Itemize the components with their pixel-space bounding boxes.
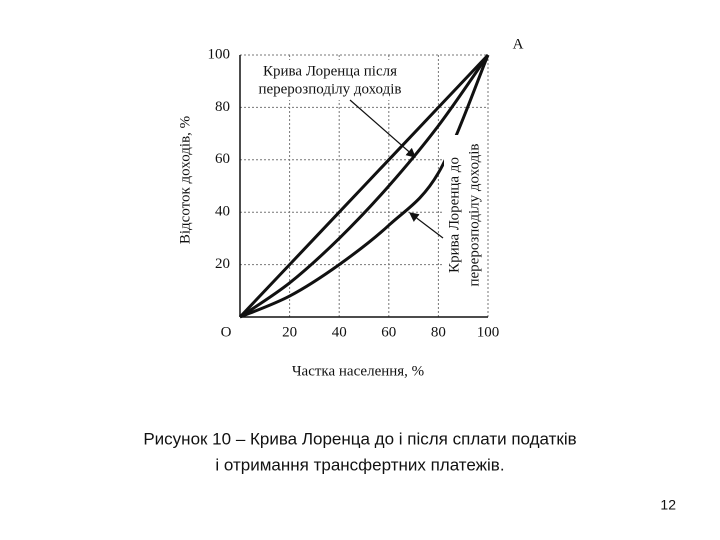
x-tick-label: 80 — [431, 324, 446, 340]
annotation-bg — [245, 60, 415, 100]
y-tick-label: 40 — [215, 204, 230, 220]
annotation: Крива Лоренца після — [263, 63, 397, 79]
annotation-bg — [444, 135, 486, 305]
x-axis-label: Частка населення, % — [292, 363, 424, 379]
x-tick-label: 40 — [332, 324, 347, 340]
x-tick-label: 100 — [477, 324, 500, 340]
y-tick-label: 20 — [215, 256, 230, 272]
annotation: перерозподілу доходів — [466, 143, 482, 286]
y-tick-label: 100 — [208, 46, 231, 62]
figure: 20 40 60 80 100 O 20 40 60 80 100 — [208, 46, 500, 340]
curve — [239, 54, 490, 319]
point-label: A — [513, 36, 524, 52]
y-tick-label: 80 — [215, 99, 230, 115]
arrow — [349, 99, 416, 158]
curve — [238, 53, 490, 319]
caption-line: і отримання трансфертних платежів. — [215, 455, 504, 474]
annotation: перерозподілу доходів — [258, 81, 401, 97]
y-axis-label: Відсоток доходів, % — [177, 116, 193, 244]
arrow — [409, 212, 444, 239]
y-tick-label: 60 — [215, 151, 230, 167]
x-tick-label: 60 — [381, 324, 396, 340]
page-number: 12 — [660, 497, 676, 513]
caption-line: Рисунок 10 – Крива Лоренца до і після сп… — [143, 429, 576, 448]
annotation: Крива Лоренца до — [446, 157, 462, 273]
x-tick-label: 20 — [282, 324, 297, 340]
x-tick-label: O — [221, 324, 232, 340]
